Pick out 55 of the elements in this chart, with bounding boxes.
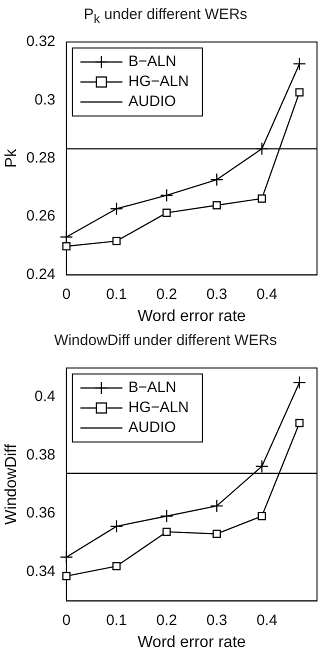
x-axis-title: Word error rate xyxy=(138,308,246,325)
legend-label: HG−ALN xyxy=(128,73,189,90)
x-tick-label: 0.4 xyxy=(256,612,278,629)
point xyxy=(112,562,121,570)
y-tick-label: 0.24 xyxy=(26,266,56,283)
point xyxy=(212,530,221,538)
point xyxy=(60,230,73,244)
point xyxy=(255,460,268,473)
point xyxy=(292,57,306,70)
legend-label: B−ALN xyxy=(128,53,176,70)
chart-title: WindowDiff under different WERs xyxy=(53,331,278,351)
point xyxy=(292,376,306,390)
point xyxy=(212,201,221,210)
legend-label: AUDIO xyxy=(128,419,176,436)
x-tick-label: 0.2 xyxy=(156,286,178,303)
y-tick-label: 0.3 xyxy=(34,91,56,108)
x-tick-label: 0.1 xyxy=(106,612,127,629)
point xyxy=(258,194,266,203)
point xyxy=(160,510,174,523)
point xyxy=(110,202,124,216)
x-tick-label: 0 xyxy=(62,286,71,303)
y-tick-label: 0.28 xyxy=(26,150,56,167)
x-tick-label: 0.3 xyxy=(206,286,228,303)
y-tick-label: 0.4 xyxy=(34,388,56,406)
y-axis-title: WindowDiff xyxy=(3,444,20,525)
y-tick-label: 0.26 xyxy=(26,208,56,225)
point xyxy=(160,188,174,202)
y-tick-label: 0.34 xyxy=(26,562,56,580)
point xyxy=(110,520,124,533)
point xyxy=(62,572,71,580)
point xyxy=(60,550,73,564)
x-tick-label: 0.2 xyxy=(156,612,178,629)
legend-label: HG−ALN xyxy=(128,399,189,416)
point xyxy=(162,528,171,536)
point xyxy=(162,208,171,217)
point xyxy=(295,418,304,428)
y-axis-title: Pk xyxy=(3,148,20,168)
point xyxy=(210,499,224,513)
point xyxy=(62,242,71,250)
legend-label: B−ALN xyxy=(128,379,176,396)
point xyxy=(295,88,304,96)
y-tick-label: 0.38 xyxy=(26,446,56,464)
x-tick-label: 0 xyxy=(62,612,71,629)
chart-title: P$_{k}$ under different WERs xyxy=(82,5,248,28)
point xyxy=(258,512,266,520)
x-axis-title: Word error rate xyxy=(138,634,246,651)
point xyxy=(210,173,224,186)
point xyxy=(112,236,121,246)
x-tick-label: 0.3 xyxy=(206,612,228,629)
x-tick-label: 0.4 xyxy=(256,286,278,303)
point xyxy=(255,142,268,156)
x-tick-label: 0.1 xyxy=(106,286,127,303)
legend-label: AUDIO xyxy=(128,93,176,110)
y-tick-label: 0.32 xyxy=(26,33,56,50)
y-tick-label: 0.36 xyxy=(26,504,56,522)
